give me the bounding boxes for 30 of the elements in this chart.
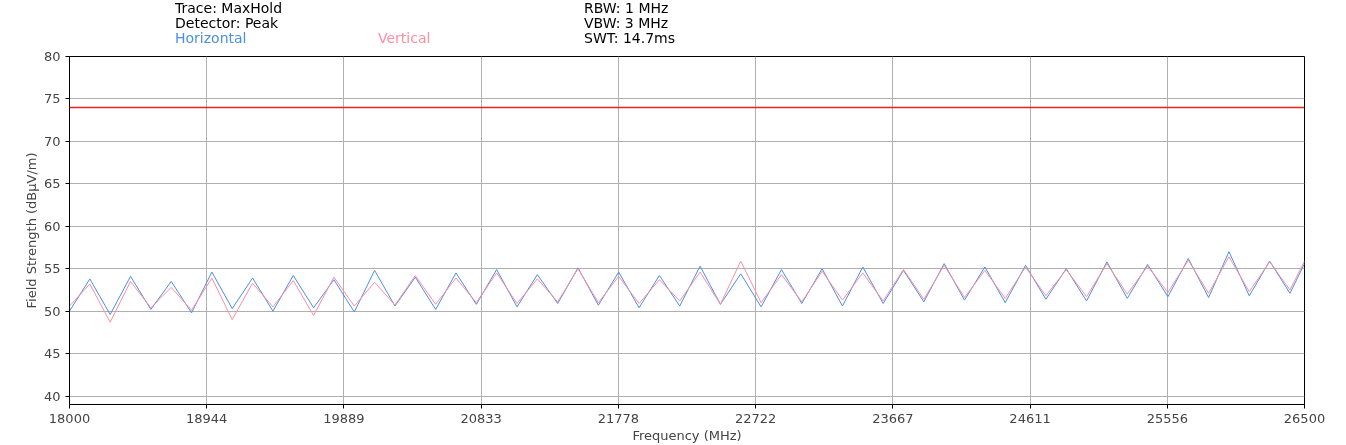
x-tick-label: 21778 — [597, 410, 640, 426]
line-series — [69, 251, 1305, 316]
x-axis-title: Frequency (MHz) — [632, 427, 742, 443]
y-tick-label: 45 — [43, 346, 61, 362]
x-tick-label: 24611 — [1009, 410, 1051, 426]
text: Horizontal — [175, 30, 247, 46]
y-tick-label: 50 — [43, 303, 61, 319]
x-tick-label: 26500 — [1283, 410, 1326, 426]
x-tick-label: 20833 — [460, 410, 502, 426]
x-tick-label: 19889 — [323, 410, 365, 426]
x-tick-label: 18000 — [48, 410, 91, 426]
text: VBW: 3 MHz — [584, 15, 669, 31]
text: RBW: 1 MHz — [584, 0, 669, 16]
y-axis-title: Field Strength (dBµV/m) — [23, 152, 39, 309]
text: Trace: MaxHold — [175, 0, 283, 16]
x-tick-label: 23667 — [872, 410, 914, 426]
text: Detector: Peak — [175, 15, 279, 31]
y-tick-label: 80 — [43, 49, 61, 64]
y-tick-label: 60 — [43, 218, 61, 234]
x-tick-label: 25556 — [1146, 410, 1189, 426]
x-tick-label: 22722 — [734, 410, 777, 426]
y-tick-label: 70 — [43, 133, 61, 149]
text: Vertical — [378, 30, 431, 46]
y-tick-label: 40 — [43, 388, 61, 404]
y-tick-label: 55 — [43, 261, 61, 277]
text: SWT: 14.7ms — [584, 30, 676, 46]
y-tick-label: 75 — [43, 91, 61, 107]
line-series — [69, 256, 1305, 323]
x-tick-label: 18944 — [185, 410, 228, 426]
y-tick-label: 65 — [43, 176, 61, 192]
